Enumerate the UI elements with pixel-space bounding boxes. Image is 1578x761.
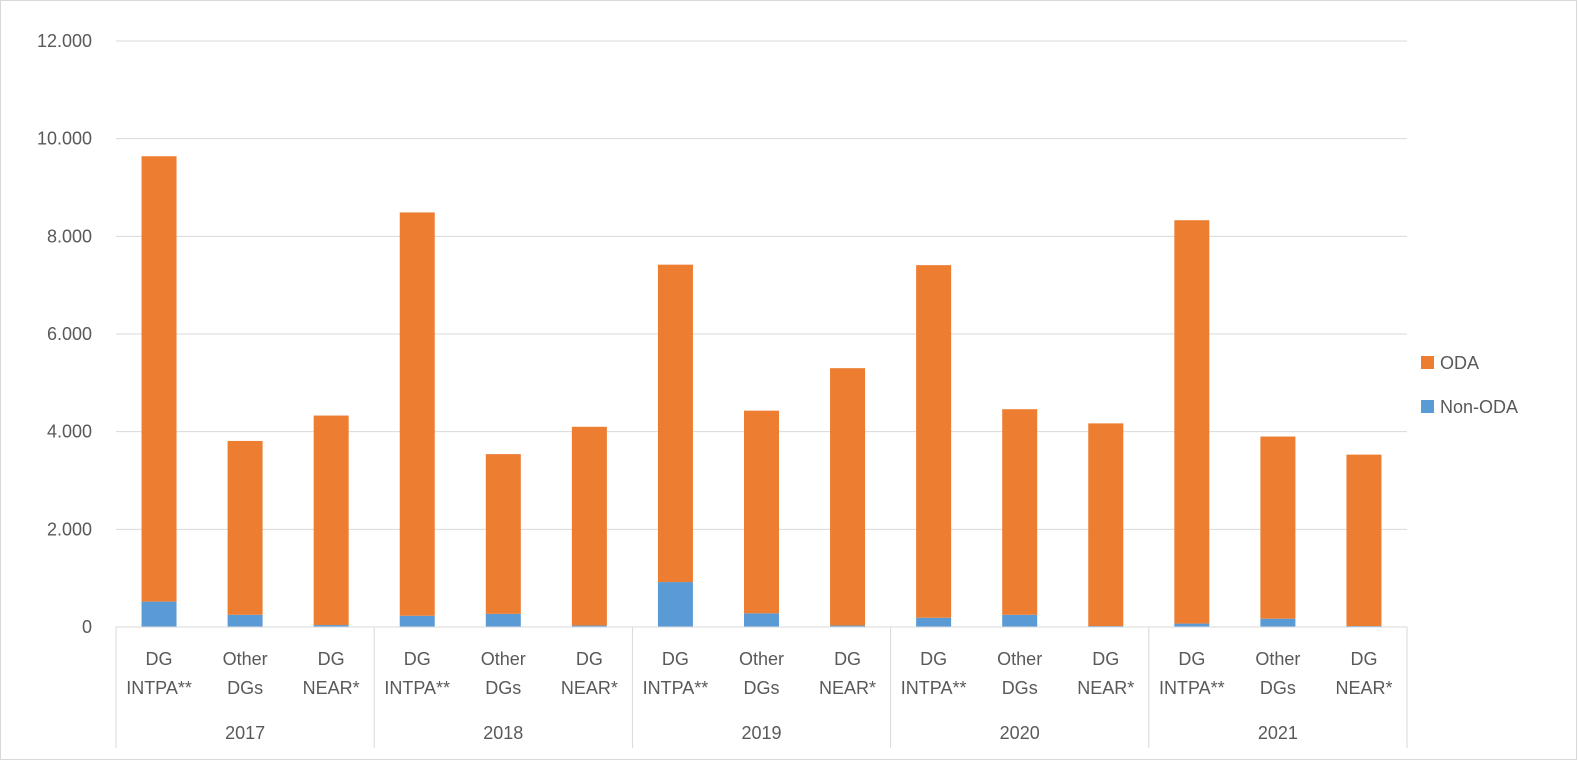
- bar-oda: [1174, 220, 1210, 624]
- x-category-label: NEAR*: [1077, 678, 1134, 698]
- x-group-label: 2019: [741, 723, 781, 743]
- x-category-label: DG: [318, 649, 345, 669]
- x-category-label: DGs: [485, 678, 521, 698]
- y-tick-label: 6.000: [47, 324, 92, 344]
- x-group-label: 2018: [483, 723, 523, 743]
- y-tick-label: 2.000: [47, 519, 92, 539]
- bar-oda: [1346, 454, 1382, 627]
- y-tick-label: 12.000: [37, 31, 92, 51]
- bar-non-oda: [830, 625, 866, 627]
- bar-oda: [657, 264, 693, 583]
- bar-oda: [399, 212, 435, 616]
- x-category-label: NEAR*: [303, 678, 360, 698]
- y-tick-label: 8.000: [47, 226, 92, 246]
- x-category-label: NEAR*: [819, 678, 876, 698]
- x-category-label: DG: [404, 649, 431, 669]
- bar-non-oda: [1174, 623, 1210, 627]
- bars: [141, 156, 1382, 627]
- legend-swatch-non-oda: [1421, 400, 1434, 413]
- legend-swatch-oda: [1421, 356, 1434, 369]
- bar-oda: [1088, 423, 1124, 627]
- x-category-label: NEAR*: [561, 678, 618, 698]
- x-category-label: INTPA**: [126, 678, 192, 698]
- legend-label-oda: ODA: [1440, 353, 1479, 373]
- x-category-label: DG: [1350, 649, 1377, 669]
- x-group-label: 2021: [1258, 723, 1298, 743]
- x-category-label: INTPA**: [901, 678, 967, 698]
- x-category-label: DGs: [744, 678, 780, 698]
- bar-oda: [744, 410, 779, 614]
- bar-non-oda: [744, 613, 779, 627]
- bar-oda: [1260, 436, 1296, 619]
- y-tick-label: 4.000: [47, 422, 92, 442]
- bar-non-oda: [485, 613, 521, 627]
- bar-oda: [830, 368, 866, 626]
- bar-non-oda: [916, 617, 952, 627]
- x-category-label: DG: [1178, 649, 1205, 669]
- x-category-label: NEAR*: [1335, 678, 1392, 698]
- bar-oda: [227, 440, 263, 615]
- bar-oda: [313, 415, 349, 626]
- bar-oda: [1002, 409, 1038, 615]
- legend: ODA Non-ODA: [1421, 353, 1518, 417]
- bar-non-oda: [399, 615, 435, 627]
- x-category-label: INTPA**: [643, 678, 709, 698]
- x-group-label: 2020: [1000, 723, 1040, 743]
- bar-non-oda: [313, 625, 349, 627]
- x-category-label: DG: [662, 649, 689, 669]
- x-category-label: INTPA**: [1159, 678, 1225, 698]
- bar-non-oda: [141, 601, 177, 627]
- x-category-label: DGs: [1260, 678, 1296, 698]
- bar-oda: [141, 156, 177, 602]
- y-axis: 0 2.000 4.000 6.000 8.000 10.000 12.000: [37, 31, 92, 637]
- x-category-label: Other: [223, 649, 268, 669]
- bar-non-oda: [657, 582, 693, 627]
- x-category-label: DG: [834, 649, 861, 669]
- x-category-label: INTPA**: [384, 678, 450, 698]
- x-category-label: DG: [146, 649, 173, 669]
- x-category-label: Other: [481, 649, 526, 669]
- x-group-label: 2017: [225, 723, 265, 743]
- x-category-label: DG: [576, 649, 603, 669]
- bar-non-oda: [571, 625, 607, 627]
- bar-oda: [485, 454, 521, 614]
- x-category-label: Other: [1255, 649, 1300, 669]
- x-category-label: Other: [739, 649, 784, 669]
- y-tick-label: 0: [82, 617, 92, 637]
- y-tick-label: 10.000: [37, 129, 92, 149]
- bar-oda: [916, 265, 952, 618]
- x-category-label: DG: [1092, 649, 1119, 669]
- x-category-label: DGs: [227, 678, 263, 698]
- legend-label-non-oda: Non-ODA: [1440, 397, 1518, 417]
- x-category-label: Other: [997, 649, 1042, 669]
- bar-non-oda: [1002, 614, 1038, 627]
- x-category-label: DGs: [1002, 678, 1038, 698]
- x-category-label: DG: [920, 649, 947, 669]
- bar-oda: [571, 426, 607, 626]
- x-axis: DG INTPA** Other DGs DG NEAR* DG INTPA** Other DG…: [115, 626, 1408, 748]
- bar-non-oda: [227, 614, 263, 627]
- bar-non-oda: [1260, 618, 1296, 627]
